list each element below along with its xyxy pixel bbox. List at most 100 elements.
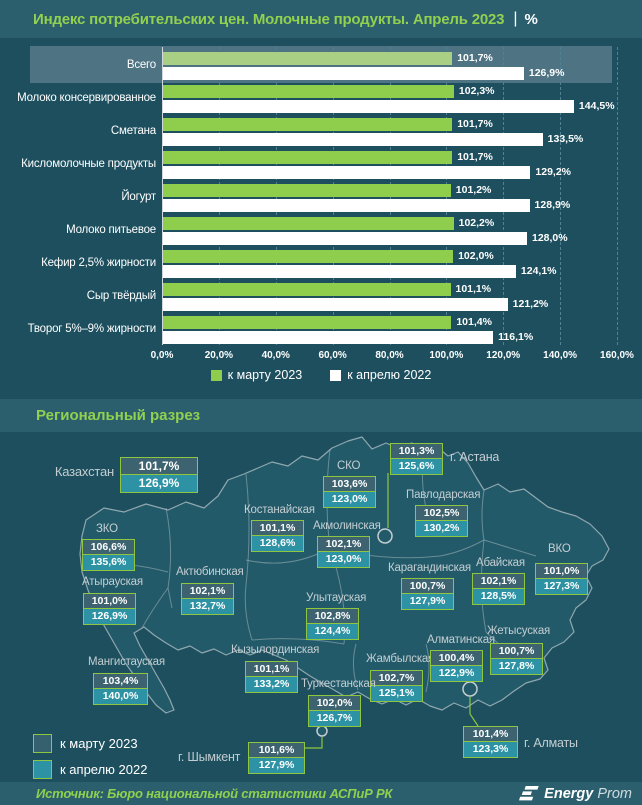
- axis-tick-label: 140,0%: [543, 350, 578, 361]
- bar-value-label: 101,7%: [457, 118, 493, 130]
- bar-value-label: 102,0%: [458, 250, 494, 262]
- bar-march: [163, 85, 454, 98]
- axis-tick-label: 20,0%: [204, 350, 234, 361]
- map-value-march-pavlodar: 102,5%: [416, 506, 467, 521]
- map-value-april-karaganda: 127,9%: [402, 594, 453, 609]
- map-value-april-kostanay: 128,6%: [252, 536, 303, 551]
- bar-category-label: Кисломолочные продукты: [21, 158, 156, 170]
- map-value-april-almaty: 123,3%: [464, 742, 517, 757]
- map-legend-item-march: к марту 2023: [33, 731, 147, 755]
- page-title: Индекс потребительских цен. Молочные про…: [33, 10, 505, 28]
- legend-label-march: к марту 2023: [227, 368, 303, 382]
- bar-category-label: Сыр твёрдый: [86, 290, 156, 302]
- bar-march: [163, 184, 451, 197]
- map-value-march-akmola: 102,1%: [318, 537, 369, 552]
- map-value-april-zhetysu: 127,8%: [491, 659, 542, 674]
- map-value-march-aktobe: 102,1%: [182, 584, 233, 599]
- map-value-box-shymkent: 101,6% 127,9%: [248, 742, 305, 774]
- map-region-label-kz: Казахстан: [54, 464, 114, 479]
- map-legend-swatch-dark: [33, 733, 52, 753]
- bar-march: [163, 151, 453, 164]
- bar-value-label: 101,2%: [455, 184, 492, 196]
- map-region-label-abay: Абайская: [476, 557, 525, 569]
- map-region-label-mangystau: Мангистауская: [88, 656, 165, 668]
- logo-text-light: Prom: [597, 785, 632, 802]
- map-region-label-astana: г. Астана: [450, 450, 500, 464]
- map-value-box-aktobe: 102,1% 132,7%: [181, 583, 234, 615]
- map-legend: к марту 2023 к апрелю 2022: [33, 731, 147, 783]
- map-region-label-almaty: г. Алматы: [524, 736, 578, 750]
- title-separator: |: [513, 10, 518, 27]
- map-value-box-almaty_obl: 100,4% 122,9%: [430, 650, 483, 682]
- bar-march: [163, 283, 451, 296]
- axis-tick-label: 100,0%: [429, 350, 464, 361]
- legend-swatch-white: [330, 369, 342, 381]
- map-value-box-almaty: 101,4% 123,3%: [463, 726, 518, 758]
- map-value-april-shymkent: 127,9%: [249, 758, 304, 773]
- map-value-march-almaty: 101,4%: [464, 727, 517, 742]
- footer-bar: Источник: Бюро национальной статистики А…: [0, 782, 642, 805]
- map-region-label-kostanay: Костанайская: [244, 504, 315, 516]
- bar-april: [163, 100, 574, 113]
- map-value-march-shymkent: 101,6%: [249, 743, 304, 758]
- map-value-march-sko: 103,6%: [324, 477, 375, 492]
- map-value-march-turkestan: 102,0%: [309, 696, 360, 711]
- bar-april: [163, 265, 516, 278]
- axis-tick-label: 160,0%: [600, 350, 634, 361]
- map-value-box-sko: 103,6% 123,0%: [323, 476, 376, 508]
- map-value-march-zhetysu: 100,7%: [491, 644, 542, 659]
- bar-value-label: 101,7%: [457, 52, 493, 64]
- bar-category-label: Кефир 2,5% жирности: [41, 257, 156, 269]
- bar-value-label: 102,2%: [458, 217, 495, 229]
- map-value-box-atyrau: 101,0% 126,9%: [83, 593, 136, 625]
- map-value-march-ulytau: 102,8%: [307, 609, 358, 624]
- map-region-label-zhetysu: Жетысуская: [487, 625, 551, 637]
- map-value-april-vko: 127,3%: [536, 579, 587, 594]
- map-region-label-shymkent: г. Шымкент: [178, 750, 241, 764]
- bar-march: [163, 316, 452, 329]
- bar-april: [163, 166, 531, 179]
- map-value-box-kostanay: 101,1% 128,6%: [251, 520, 304, 552]
- map-legend-swatch-teal: [33, 759, 52, 779]
- map-region-label-pavlodar: Павлодарская: [406, 489, 481, 501]
- bar-april: [163, 67, 524, 80]
- map-value-box-mangystau: 103,4% 140,0%: [93, 673, 148, 705]
- map-region-label-karaganda: Карагандинская: [388, 562, 471, 574]
- map-value-april-mangystau: 140,0%: [94, 689, 147, 704]
- bar-april: [163, 298, 508, 311]
- bar-category-label: Творог 5%–9% жирности: [27, 323, 157, 335]
- axis-tick-label: 40,0%: [261, 350, 290, 361]
- map-value-box-zko: 106,6% 135,6%: [82, 539, 135, 571]
- chart-legend: к марту 2023 к апрелю 2022: [0, 368, 642, 382]
- map-region-label-ulytau: Улытауская: [306, 592, 367, 604]
- bar-value-label: 102,3%: [458, 85, 495, 97]
- legend-item-april: к апрелю 2022: [330, 368, 431, 382]
- map-value-march-kostanay: 101,1%: [252, 521, 303, 536]
- callout-connectors: [305, 473, 479, 749]
- bar-value-label: 128,0%: [532, 232, 568, 244]
- bar-april: [163, 199, 530, 212]
- bar-category-label: Сметана: [110, 125, 156, 137]
- bar-march: [163, 52, 453, 65]
- bar-category-label: Йогурт: [121, 191, 156, 203]
- map-value-march-mangystau: 103,4%: [94, 674, 147, 689]
- axis-tick-label: 120,0%: [486, 350, 521, 361]
- bar-value-label: 101,4%: [456, 316, 492, 328]
- title-unit: %: [524, 10, 538, 28]
- map-region-label-zko: ЗКО: [96, 523, 118, 535]
- axis-tick-label: 0,0%: [150, 350, 174, 361]
- map-region-label-zhambyl: Жамбылская: [366, 653, 435, 665]
- map-value-april-aktobe: 132,7%: [182, 599, 233, 614]
- bar-value-label: 129,2%: [535, 166, 572, 178]
- legend-item-march: к марту 2023: [210, 368, 303, 382]
- bar-march: [163, 217, 454, 230]
- map-value-april-zhambyl: 125,1%: [371, 686, 422, 701]
- bar-march: [163, 118, 453, 131]
- map-value-march-zhambyl: 102,7%: [371, 671, 422, 686]
- section-bar: Региональный разрез: [0, 399, 642, 432]
- gridline: [617, 47, 618, 345]
- map-region-label-vko: ВКО: [548, 543, 571, 555]
